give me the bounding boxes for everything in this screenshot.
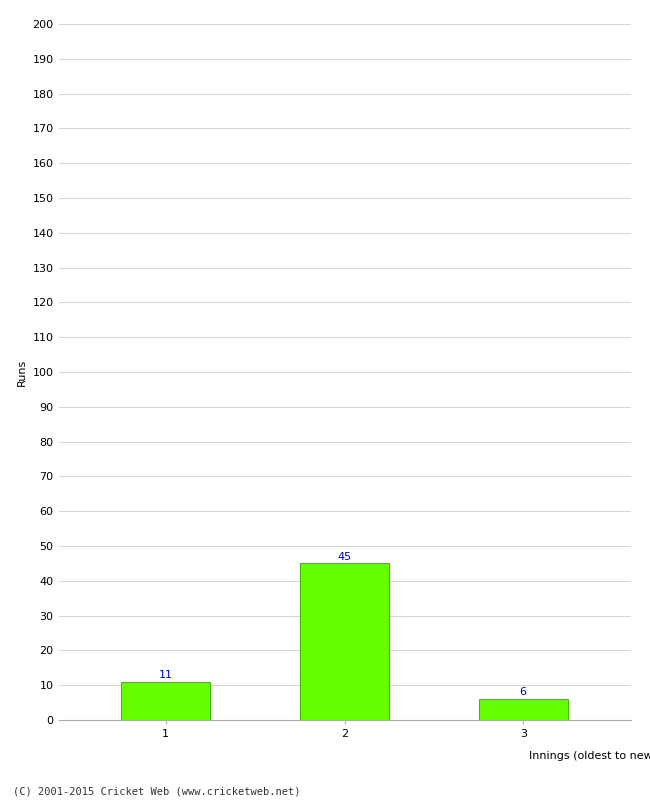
Text: (C) 2001-2015 Cricket Web (www.cricketweb.net): (C) 2001-2015 Cricket Web (www.cricketwe… — [13, 786, 300, 796]
Text: 11: 11 — [159, 670, 173, 680]
Bar — [300, 563, 389, 720]
Text: 6: 6 — [520, 687, 526, 698]
Y-axis label: Runs: Runs — [17, 358, 27, 386]
Bar — [121, 682, 211, 720]
Text: 45: 45 — [337, 552, 352, 562]
X-axis label: Innings (oldest to newest): Innings (oldest to newest) — [529, 751, 650, 762]
Bar — [478, 699, 568, 720]
